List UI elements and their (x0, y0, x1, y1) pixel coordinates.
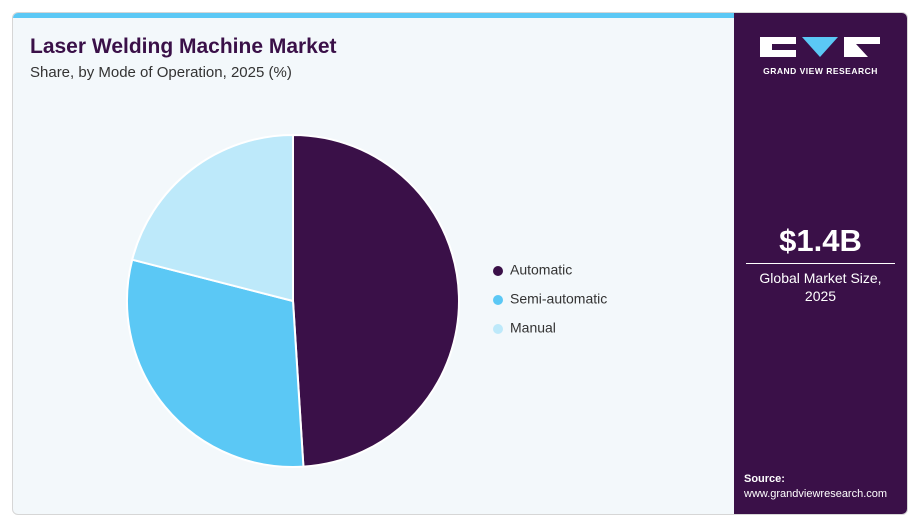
divider (746, 263, 895, 264)
market-size-label: Global Market Size, 2025 (759, 270, 882, 304)
logo-g-cut (772, 44, 796, 50)
top-bar (13, 13, 734, 18)
legend-marker (493, 295, 503, 305)
legend-marker (493, 324, 503, 334)
legend-label: Automatic (510, 262, 572, 278)
legend-label: Semi-automatic (510, 291, 607, 307)
pie-slice (130, 133, 294, 303)
logo (760, 37, 880, 57)
chart-subtitle: Share, by Mode of Operation, 2025 (%) (30, 64, 292, 81)
chart-title: Laser Welding Machine Market (30, 35, 337, 58)
logo-text: GRAND VIEW RESEARCH (763, 66, 878, 76)
legend-marker (493, 266, 503, 276)
pie-slice (126, 258, 305, 468)
market-size: $1.4B (779, 223, 862, 258)
chart: Automatic Semi-automatic Manual (126, 133, 607, 468)
card: Automatic Semi-automatic Manual Laser Weld… (12, 12, 908, 515)
pie-slice (292, 133, 460, 468)
sidebar: GRAND VIEW RESEARCH $1.4B Global Market … (734, 13, 907, 514)
source-url: www.grandviewresearch.com (744, 488, 888, 500)
logo-v (802, 37, 838, 57)
logo-r-cut (856, 44, 880, 57)
source-label: Source: (744, 473, 785, 485)
legend-label: Manual (510, 320, 556, 336)
